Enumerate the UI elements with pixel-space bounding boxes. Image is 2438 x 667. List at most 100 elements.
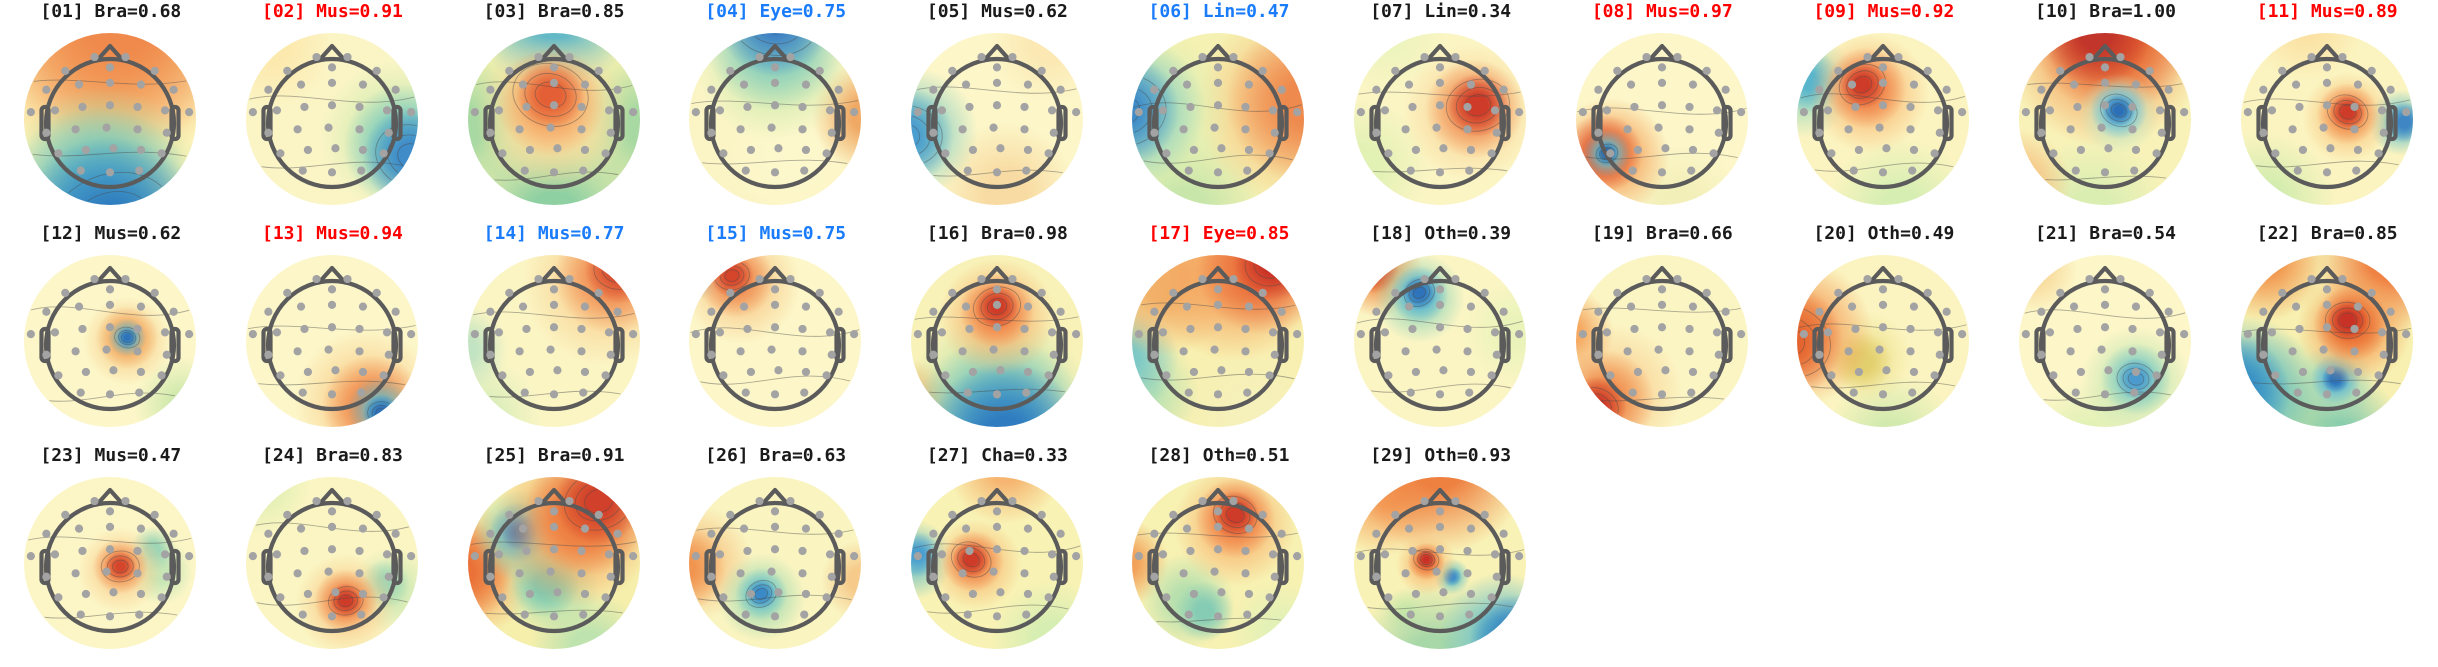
head-outline xyxy=(482,487,625,634)
head-overlay xyxy=(1133,487,1304,634)
sensor-dot xyxy=(576,569,586,578)
head-circle xyxy=(2260,278,2393,412)
head-circle xyxy=(1152,278,1285,412)
sensor-dot xyxy=(549,63,558,72)
sensor-dot xyxy=(2045,328,2055,337)
sensor-dot xyxy=(2097,123,2106,132)
sensor-dot xyxy=(2322,168,2331,177)
head-outline xyxy=(926,265,1068,412)
sensor-dot xyxy=(121,496,130,506)
head-ear-right xyxy=(612,104,625,142)
sensor-dot xyxy=(276,149,285,158)
head-ear-left xyxy=(261,326,273,364)
contour-ring xyxy=(980,292,1014,321)
sensor-dot xyxy=(1463,546,1472,556)
sensor-dot xyxy=(1844,347,1854,356)
sensor-dot xyxy=(161,328,170,337)
sensor-dot xyxy=(157,371,167,380)
sensor-dot xyxy=(822,149,831,158)
sensor-dot xyxy=(691,552,701,561)
contour-curve xyxy=(468,311,639,319)
sensor-dot xyxy=(327,612,337,621)
sensor-dot xyxy=(549,323,558,332)
sensor-dot xyxy=(1491,550,1500,559)
head-ear-right xyxy=(1277,548,1290,586)
sensor-dot xyxy=(2131,302,2141,311)
sensor-dot xyxy=(109,588,118,597)
sensor-dot xyxy=(1936,128,1945,137)
contour-curve xyxy=(25,536,196,544)
component-title: [01] Bra=0.68 xyxy=(40,1,182,22)
sensor-dot xyxy=(2322,78,2331,87)
topomap xyxy=(1330,467,1551,663)
sensor-dot xyxy=(300,102,309,112)
sensor-dot xyxy=(1436,101,1445,110)
sensor-dot xyxy=(61,510,70,519)
head-circle xyxy=(1595,278,1728,412)
sensor-dot xyxy=(2307,274,2316,284)
sensor-dot xyxy=(372,66,381,75)
contour-curve xyxy=(1355,383,1526,393)
sensor-dot xyxy=(1657,390,1666,399)
topomap xyxy=(1330,23,1551,219)
sensor-dot xyxy=(1824,328,1833,337)
contour-ring xyxy=(338,594,354,608)
sensor-dot xyxy=(1465,610,1474,619)
contour-curve xyxy=(911,315,1082,322)
component-cell: [12] Mus=0.62 xyxy=(0,222,222,444)
sensor-dot xyxy=(1150,307,1159,316)
head-ear-right xyxy=(1499,326,1511,364)
sensor-dot xyxy=(937,106,946,115)
sensor-dot xyxy=(815,66,825,75)
sensor-dot xyxy=(1879,101,1888,110)
sensor-dot xyxy=(1259,66,1268,75)
sensor-dot xyxy=(296,524,306,533)
sensor-dot xyxy=(102,123,111,132)
sensor-dot xyxy=(580,589,589,599)
sensor-dot xyxy=(2322,101,2331,110)
sensor-dot xyxy=(42,85,51,94)
sensor-dot xyxy=(2155,106,2165,115)
contour-ring xyxy=(121,332,134,344)
sensor-dot xyxy=(157,149,167,158)
sensor-dot xyxy=(996,366,1005,375)
sensor-dot xyxy=(185,108,194,117)
sensor-dots xyxy=(1356,52,1524,177)
sensor-dot xyxy=(1405,524,1414,533)
head-ear-left xyxy=(2256,104,2268,142)
sensor-dot xyxy=(1606,149,1615,158)
sensor-dot xyxy=(102,345,111,354)
sensor-dots xyxy=(248,52,416,177)
sensor-dot xyxy=(1612,66,1622,75)
sensor-dot xyxy=(1736,330,1745,339)
component-title: [15] Mus=0.75 xyxy=(705,223,847,244)
sensor-dot xyxy=(1037,288,1046,297)
sensor-dot xyxy=(786,52,795,62)
sensor-dot xyxy=(1499,85,1508,94)
component-title: [16] Bra=0.98 xyxy=(926,223,1068,244)
sensor-dot xyxy=(564,52,574,62)
sensor-dot xyxy=(106,300,115,309)
contour-ring xyxy=(114,326,141,349)
contour-curve xyxy=(1798,162,1969,172)
sensor-dot xyxy=(137,145,146,155)
sensor-dot xyxy=(2180,108,2189,117)
head-circle xyxy=(2260,56,2393,190)
sensor-dot xyxy=(2037,85,2046,94)
head-overlay xyxy=(911,265,1082,412)
sensor-dot xyxy=(1463,324,1472,334)
sensor-dot xyxy=(2270,149,2280,158)
sensor-dot xyxy=(1958,108,1967,117)
contour-ring xyxy=(2099,93,2138,128)
sensor-dot xyxy=(1439,366,1448,375)
sensor-dot xyxy=(800,166,809,175)
sensor-dot xyxy=(1463,347,1472,356)
sensor-dot xyxy=(1850,166,1859,175)
sensor-dot xyxy=(2353,80,2362,89)
topomap xyxy=(444,467,665,663)
sensor-dot xyxy=(2066,347,2075,356)
head-overlay xyxy=(25,43,196,204)
sensor-dot xyxy=(2056,288,2065,297)
sensor-dot xyxy=(358,80,367,89)
sensor-dot xyxy=(1685,102,1694,112)
